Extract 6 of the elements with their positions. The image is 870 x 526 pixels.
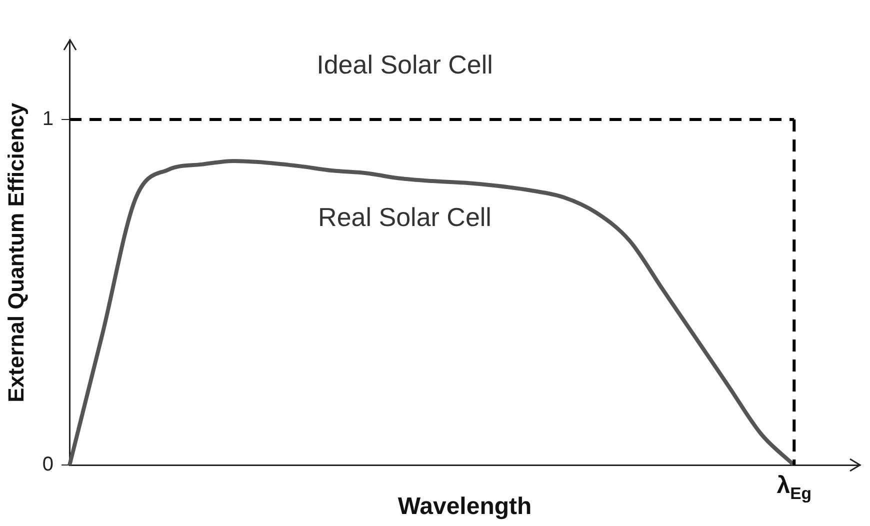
x-axis-title: Wavelength [398, 493, 532, 520]
y-tick-label: 0 [42, 454, 54, 476]
series-label: Ideal Solar Cell [316, 50, 493, 80]
y-axis-title: External Quantum Efficiency [3, 102, 28, 402]
y-tick-label: 1 [42, 108, 54, 130]
series-label: Real Solar Cell [318, 202, 492, 232]
